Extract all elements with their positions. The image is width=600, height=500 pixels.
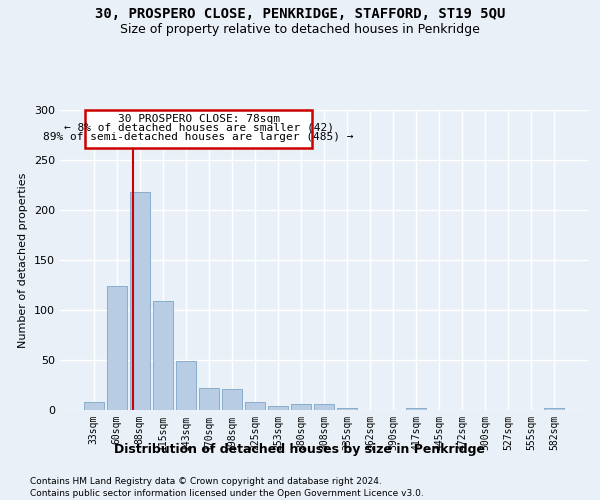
Text: 30 PROSPERO CLOSE: 78sqm: 30 PROSPERO CLOSE: 78sqm (118, 114, 280, 124)
Bar (245, 402, 265, 410)
Bar (291, 404, 311, 410)
FancyBboxPatch shape (85, 110, 313, 148)
Bar (544, 408, 564, 410)
Bar (337, 408, 357, 410)
Bar (130, 192, 149, 410)
Text: Contains HM Land Registry data © Crown copyright and database right 2024.: Contains HM Land Registry data © Crown c… (30, 478, 382, 486)
Text: 30, PROSPERO CLOSE, PENKRIDGE, STAFFORD, ST19 5QU: 30, PROSPERO CLOSE, PENKRIDGE, STAFFORD,… (95, 8, 505, 22)
Y-axis label: Number of detached properties: Number of detached properties (19, 172, 28, 348)
Text: Distribution of detached houses by size in Penkridge: Distribution of detached houses by size … (115, 442, 485, 456)
Text: 89% of semi-detached houses are larger (485) →: 89% of semi-detached houses are larger (… (43, 132, 354, 142)
Bar (107, 286, 127, 410)
Text: Size of property relative to detached houses in Penkridge: Size of property relative to detached ho… (120, 22, 480, 36)
Bar (406, 408, 426, 410)
Bar (199, 388, 218, 410)
Bar (153, 301, 173, 410)
Text: ← 8% of detached houses are smaller (42): ← 8% of detached houses are smaller (42) (64, 123, 334, 133)
Bar (268, 406, 288, 410)
Bar (84, 402, 104, 410)
Bar (176, 361, 196, 410)
Bar (314, 404, 334, 410)
Bar (222, 389, 242, 410)
Text: Contains public sector information licensed under the Open Government Licence v3: Contains public sector information licen… (30, 489, 424, 498)
